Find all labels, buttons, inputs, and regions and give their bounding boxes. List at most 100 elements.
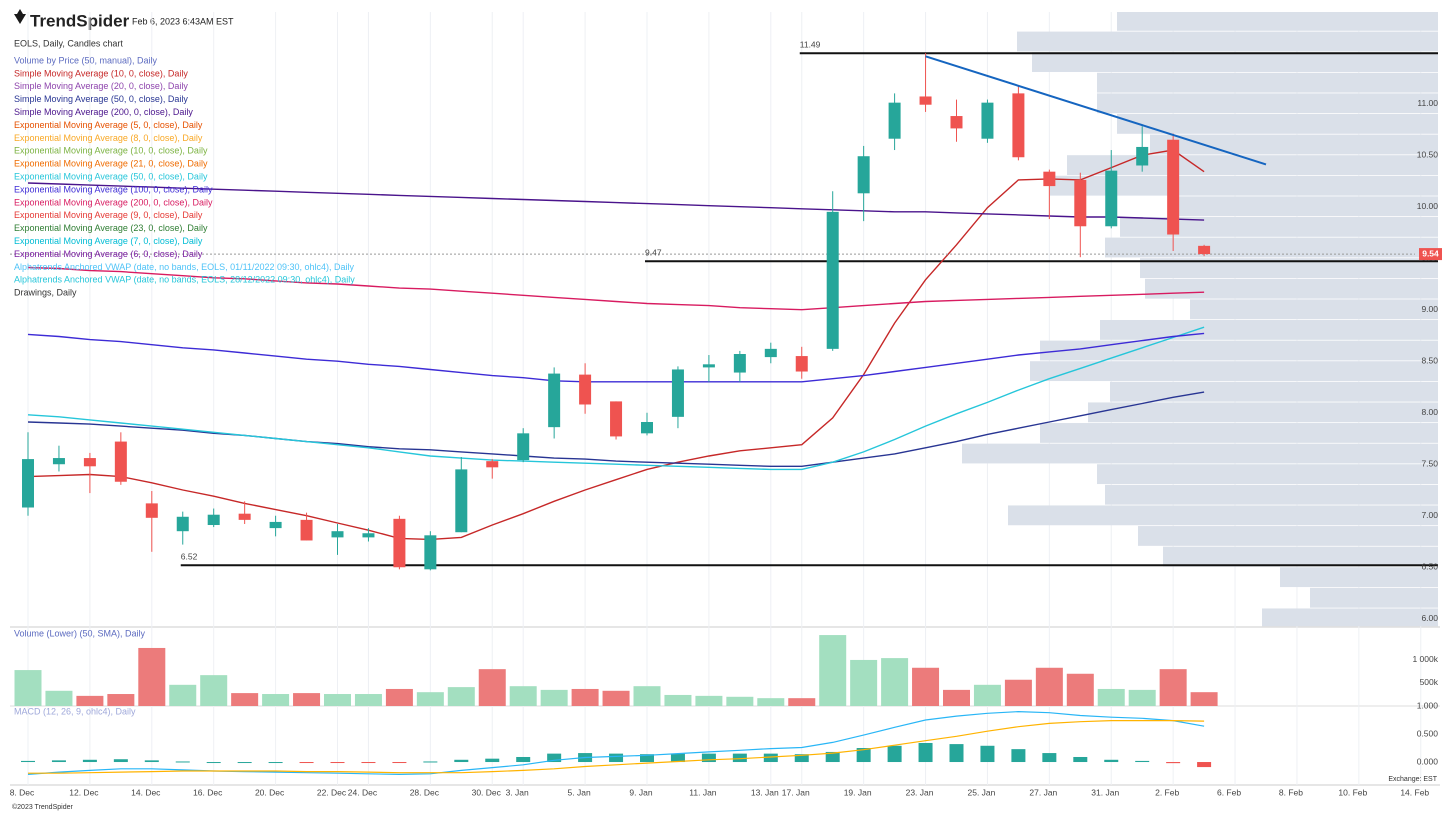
volume-title: Volume (Lower) (50, SMA), Daily: [14, 628, 146, 638]
candle-body: [331, 531, 344, 538]
y-tick-label: 0.500: [1417, 728, 1439, 738]
volume-bar: [850, 659, 878, 706]
y-tick-label: 1 000k: [1412, 654, 1438, 664]
x-tick-label: 17. Jan: [782, 787, 810, 797]
volume-profile-bar: [1280, 567, 1438, 588]
candle-body: [1167, 139, 1180, 235]
macd-histogram-bar: [1166, 762, 1181, 764]
text-layer: 8. Dec 12. Dec 14. Dec 16. Dec 20. Dec 22. De…: [10, 39, 1442, 797]
macd-histogram-bar: [1135, 760, 1150, 763]
macd-title: MACD (12, 26, 9, ohlc4), Daily: [14, 706, 136, 716]
legend-entry: Volume by Price (50, manual), Daily: [14, 55, 158, 65]
volume-profile-bar: [1100, 320, 1438, 340]
price-tag-label: 9.54: [1422, 248, 1439, 258]
legend-entry: Simple Moving Average (200, 0, close), D…: [14, 107, 193, 117]
x-tick-label: 23. Jan: [906, 787, 934, 797]
candle-body: [671, 369, 684, 417]
macd-histogram-bar: [856, 748, 871, 763]
volume-profile-bar: [1105, 237, 1438, 258]
volume-bar: [231, 693, 259, 706]
x-tick-label: 3. Jan: [506, 787, 529, 797]
candle-body: [517, 433, 530, 461]
legend-entry: Alphatrends Anchored VWAP (date, no band…: [14, 262, 355, 272]
volume-bar: [385, 688, 413, 706]
x-tick-label: 20. Dec: [255, 787, 285, 797]
level-label: 9.47: [645, 248, 662, 258]
macd-histogram-bar: [516, 756, 531, 763]
volume-bar: [757, 698, 785, 706]
x-tick-label: 8. Feb: [1279, 787, 1303, 797]
macd-histogram-bar: [609, 753, 624, 763]
price-tag: [1419, 248, 1442, 261]
volume-bar: [664, 694, 692, 706]
volume-bar: [1097, 688, 1125, 706]
volume-profile-bar: [1097, 72, 1438, 93]
volume-bar: [416, 692, 444, 706]
legend-entry: Exponential Moving Average (9, 0, close)…: [14, 210, 203, 220]
candle-body: [888, 102, 901, 139]
volume-bar: [788, 698, 816, 706]
volume-bar: [45, 690, 73, 706]
candle-body: [1043, 171, 1056, 187]
volume-profile-bar: [1032, 52, 1438, 72]
macd-histogram-bar: [144, 760, 159, 763]
legend-entry: Simple Moving Average (50, 0, close), Da…: [14, 94, 188, 104]
candle-body: [1105, 170, 1118, 227]
candle-body: [610, 401, 623, 437]
candle-body: [702, 364, 715, 368]
legend-entry: Alphatrends Anchored VWAP (date, no band…: [14, 275, 355, 285]
volume-profile-bar: [1017, 31, 1438, 52]
candle-body: [641, 422, 653, 434]
volume-bar: [447, 687, 475, 706]
legend-entry: Exponential Moving Average (8, 0, close)…: [14, 133, 203, 143]
volume-profile-bar: [1097, 464, 1438, 485]
macd-histogram-bar: [113, 759, 128, 763]
legend-entry: Exponential Moving Average (5, 0, close)…: [14, 120, 203, 130]
macd-histogram-bar: [732, 753, 747, 763]
volume-bar: [1190, 692, 1218, 706]
volume-profile-bar: [962, 443, 1438, 464]
candle-body: [795, 356, 808, 372]
volume-bar: [14, 670, 42, 706]
volume-profile-bar: [1140, 258, 1438, 279]
volume-bar: [1035, 667, 1063, 706]
data-layer: [10, 12, 1438, 776]
volume-bar: [881, 658, 909, 706]
volume-bar: [293, 693, 321, 706]
candle-body: [300, 519, 313, 541]
y-tick-label: 500k: [1420, 677, 1439, 687]
macd-histogram-bar: [670, 753, 685, 763]
volume-profile-bar: [1067, 155, 1438, 175]
volume-bar: [602, 690, 630, 706]
indicator-line: [27, 149, 1205, 541]
legend-entry: Simple Moving Average (20, 0, close), Da…: [14, 81, 188, 91]
volume-profile-bar: [1120, 217, 1438, 237]
legend-entry: Simple Moving Average (10, 0, close), Da…: [14, 68, 188, 78]
macd-histogram-bar: [949, 744, 964, 763]
macd-histogram-bar: [1073, 756, 1088, 763]
macd-histogram-bar: [640, 754, 654, 763]
y-tick-label: 0.000: [1417, 756, 1439, 766]
candle-body: [362, 533, 375, 538]
candle-body: [455, 469, 468, 533]
macd-histogram-bar: [1104, 759, 1119, 763]
candle-body: [486, 461, 499, 468]
x-tick-label: 27. Jan: [1029, 787, 1057, 797]
x-tick-label: 28. Dec: [410, 787, 440, 797]
volume-bar: [633, 686, 661, 706]
volume-profile-bar: [1110, 381, 1438, 402]
volume-bar: [509, 686, 537, 706]
y-tick-label: 6.50: [1421, 562, 1438, 572]
volume-profile-bar: [1138, 526, 1438, 546]
candle-body: [83, 458, 96, 467]
volume-profile-bar: [1050, 175, 1438, 196]
volume-bar: [262, 694, 290, 706]
macd-histogram-bar: [825, 751, 840, 763]
volume-profile-bar: [1190, 299, 1438, 320]
volume-profile-bar: [1088, 402, 1438, 423]
macd-histogram-bar: [794, 754, 809, 763]
legend-entry: Exponential Moving Average (23, 0, close…: [14, 223, 208, 233]
candle-body: [733, 354, 746, 373]
level-label: 11.49: [800, 39, 821, 49]
candle-body: [981, 102, 994, 139]
